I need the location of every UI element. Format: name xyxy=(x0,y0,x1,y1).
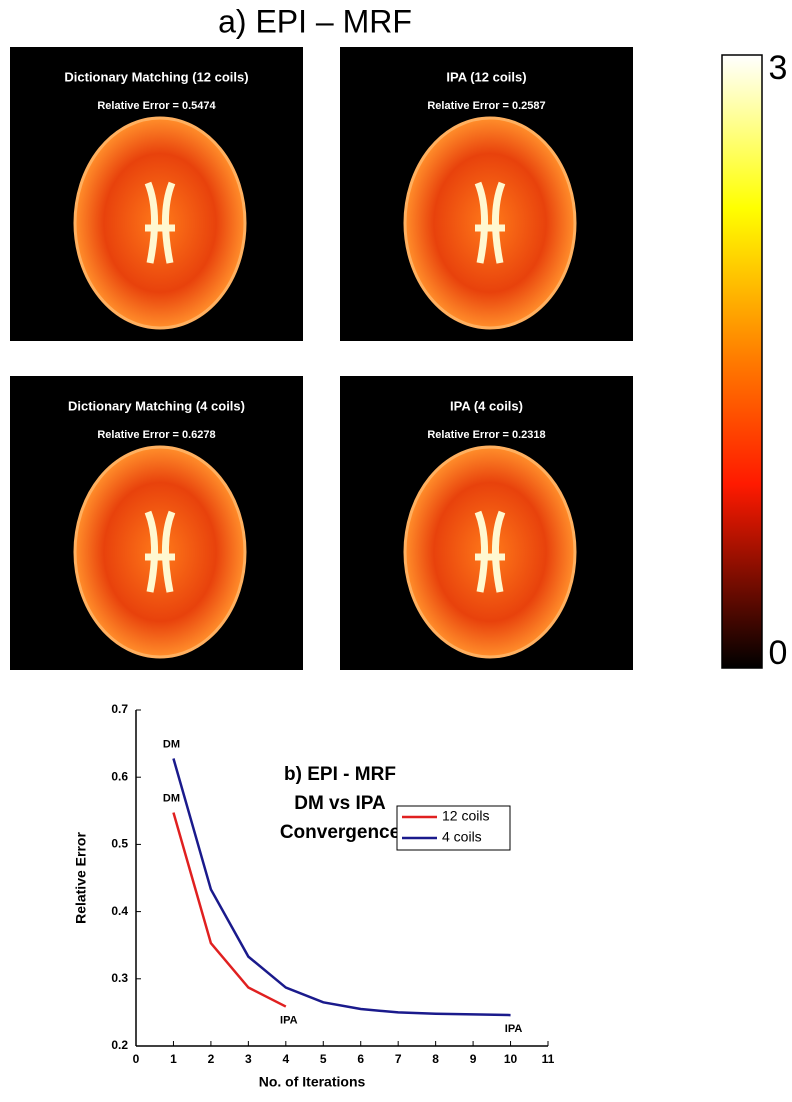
panel-error: Relative Error = 0.5474 xyxy=(97,100,216,112)
x-tick-label: 8 xyxy=(432,1052,439,1066)
x-tick-label: 2 xyxy=(208,1052,215,1066)
chart-title: b) EPI - MRF xyxy=(284,764,396,785)
panel-a-title: a) EPI – MRF xyxy=(218,3,412,39)
brain-image xyxy=(75,118,245,328)
y-tick-label: 0.2 xyxy=(111,1038,128,1052)
chart-title: DM vs IPA xyxy=(294,793,386,814)
x-tick-label: 9 xyxy=(470,1052,477,1066)
panel-title: IPA (4 coils) xyxy=(450,398,523,413)
panel-error: Relative Error = 0.6278 xyxy=(97,429,215,441)
colorbar-label: 0 xyxy=(769,634,788,672)
series-line xyxy=(173,813,285,1007)
legend-label: 12 coils xyxy=(442,808,489,824)
colorbar-label: 3 xyxy=(769,49,788,87)
annotation: DM xyxy=(163,792,180,804)
y-tick-label: 0.3 xyxy=(111,971,128,985)
chart-title: Convergence xyxy=(280,822,400,843)
brain-image xyxy=(75,447,245,657)
x-tick-label: 3 xyxy=(245,1052,252,1066)
y-tick-label: 0.6 xyxy=(111,769,128,783)
y-tick-label: 0.7 xyxy=(111,702,128,716)
annotation: IPA xyxy=(505,1023,523,1035)
y-tick-label: 0.4 xyxy=(111,904,128,918)
x-tick-label: 6 xyxy=(357,1052,364,1066)
colorbar xyxy=(722,55,762,668)
figure: a) EPI – MRF 3 0 Dictionary Matching (12… xyxy=(0,0,792,1097)
brain-image xyxy=(405,118,575,328)
x-tick-label: 11 xyxy=(542,1052,555,1066)
y-tick-label: 0.5 xyxy=(111,837,128,851)
x-tick-label: 1 xyxy=(170,1052,177,1066)
y-axis-label: Relative Error xyxy=(73,832,89,924)
brain-image xyxy=(405,447,575,657)
x-axis-label: No. of Iterations xyxy=(259,1074,366,1090)
annotation: IPA xyxy=(280,1014,298,1026)
panel-error: Relative Error = 0.2318 xyxy=(427,429,545,441)
panel-title: IPA (12 coils) xyxy=(446,69,526,84)
x-tick-label: 5 xyxy=(320,1052,327,1066)
legend-label: 4 coils xyxy=(442,829,482,845)
panel-title: Dictionary Matching (12 coils) xyxy=(64,69,248,84)
panel-title: Dictionary Matching (4 coils) xyxy=(68,398,245,413)
x-tick-label: 0 xyxy=(133,1052,140,1066)
x-tick-label: 7 xyxy=(395,1052,402,1066)
panel-error: Relative Error = 0.2587 xyxy=(427,100,545,112)
x-tick-label: 10 xyxy=(504,1052,518,1066)
x-tick-label: 4 xyxy=(282,1052,289,1066)
annotation: DM xyxy=(163,738,180,750)
